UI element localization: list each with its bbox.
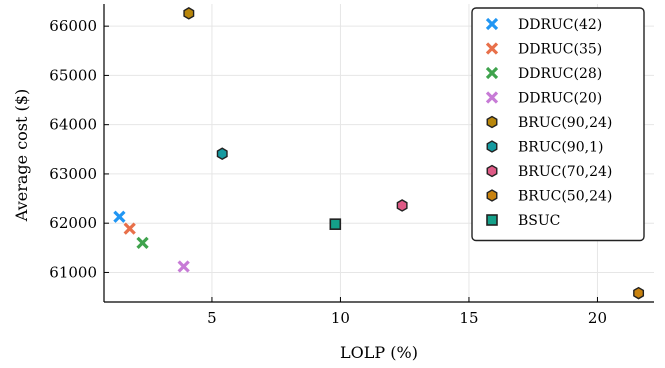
legend: DDRUC(42) DDRUC(35) DDRUC(28) DDRUC(20) BRUC… xyxy=(471,7,645,242)
legend-entry: BRUC(50,24) xyxy=(518,189,612,205)
legend-marker xyxy=(486,214,498,226)
y-tick-label: 62000 xyxy=(49,214,97,232)
x-tick-label: 20 xyxy=(588,309,607,327)
x-axis-label: LOLP (%) xyxy=(340,343,418,362)
data-point xyxy=(216,147,228,161)
legend-box xyxy=(471,7,645,242)
legend-marker xyxy=(486,164,498,178)
axes xyxy=(103,4,654,303)
legend-entry: DDRUC(35) xyxy=(518,42,602,58)
legend-marker xyxy=(486,140,498,153)
legend-marker xyxy=(486,189,498,202)
data-point xyxy=(136,236,149,250)
legend-marker xyxy=(486,115,498,129)
legend-entry: BRUC(70,24) xyxy=(518,164,612,180)
tick-labels: 5 10 15 20 61000 62000 63000 64000 65000 66000 xyxy=(49,17,607,327)
legend-entry: BRUC(90,1) xyxy=(518,140,603,156)
legend-entry: DDRUC(28) xyxy=(518,66,602,82)
legend-marker xyxy=(485,91,499,104)
y-axis-label: Average cost ($) xyxy=(12,89,31,222)
data-point xyxy=(123,222,136,235)
x-tick-label: 15 xyxy=(459,309,478,327)
y-tick-label: 61000 xyxy=(49,263,97,281)
y-tick-label: 66000 xyxy=(49,17,97,35)
legend-entry: BRUC(90,24) xyxy=(518,115,612,131)
legend-entry: BSUC xyxy=(518,213,560,229)
data-point xyxy=(633,286,645,300)
y-tick-label: 64000 xyxy=(49,116,97,134)
y-tick-label: 65000 xyxy=(49,66,97,84)
x-tick-label: 5 xyxy=(207,309,217,327)
legend-marker xyxy=(485,42,499,55)
y-tick-label: 63000 xyxy=(49,165,97,183)
data-point xyxy=(329,218,342,230)
data-point xyxy=(113,210,126,223)
data-points xyxy=(113,7,645,300)
data-point xyxy=(177,260,190,273)
legend-marker xyxy=(485,17,499,31)
legend-entry: DDRUC(42) xyxy=(518,17,602,33)
data-point xyxy=(396,199,408,212)
x-tick-label: 10 xyxy=(331,309,350,327)
data-point xyxy=(183,7,195,20)
legend-entry: DDRUC(20) xyxy=(518,91,602,107)
legend-marker xyxy=(485,66,499,80)
